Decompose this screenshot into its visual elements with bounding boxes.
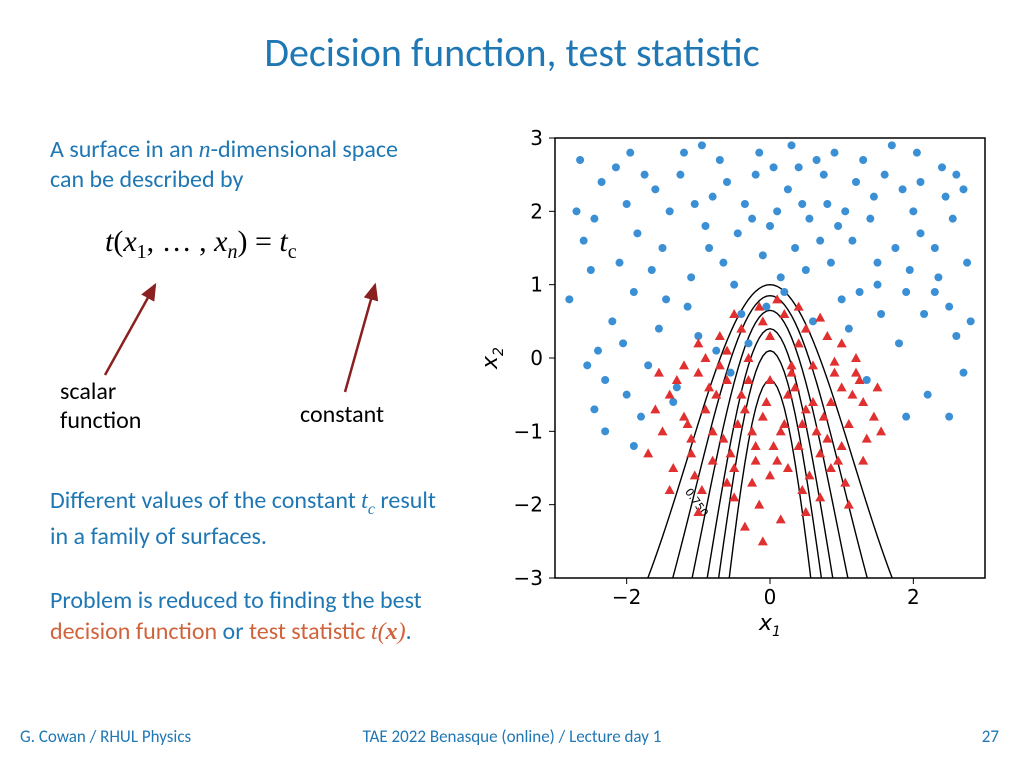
para1-t: t xyxy=(361,488,368,514)
equation: t(x1, … , xn) = tc xyxy=(105,225,297,264)
svg-text:2: 2 xyxy=(530,199,543,223)
eq-xn: x xyxy=(214,225,227,258)
eq-open: ( xyxy=(113,225,123,258)
svg-text:0: 0 xyxy=(764,585,777,609)
svg-text:1: 1 xyxy=(530,273,543,297)
intro-n: n xyxy=(199,137,211,163)
para-family-surfaces: Different values of the constant tc resu… xyxy=(50,485,450,552)
svg-text:−2: −2 xyxy=(612,585,641,609)
intro-pre: A surface in an xyxy=(50,135,199,164)
footer-event: TAE 2022 Benasque (online) / Lecture day… xyxy=(0,726,1024,747)
eq-rhs-c: c xyxy=(288,241,297,263)
svg-text:−1: −1 xyxy=(514,419,543,443)
para2-tx: t(x) xyxy=(371,619,406,645)
para1-c: c xyxy=(368,501,375,518)
slide-title: Decision function, test statistic xyxy=(0,28,1024,77)
eq-subn: n xyxy=(228,241,238,263)
label-scalar-text: scalarfunction xyxy=(60,378,141,436)
intro-text: A surface in an n-dimensional space can … xyxy=(50,135,410,195)
svg-text:x2: x2 xyxy=(478,347,507,370)
svg-text:2: 2 xyxy=(907,585,920,609)
footer-page-number: 27 xyxy=(982,726,999,747)
para2-or: or xyxy=(217,617,249,646)
para2-dot: . xyxy=(406,617,412,646)
eq-rhs-t: t xyxy=(279,225,287,258)
para1-pre: Different values of the constant xyxy=(50,486,361,515)
svg-text:3: 3 xyxy=(530,126,543,150)
eq-eq: ) = xyxy=(238,225,280,258)
eq-x1: x xyxy=(123,225,136,258)
footer: G. Cowan / RHUL Physics TAE 2022 Benasqu… xyxy=(0,726,1024,750)
eq-sub1: 1 xyxy=(137,241,147,263)
scatter-chart: −3−2−10123−202x1x20.7500.6000.150 xyxy=(465,120,1005,640)
label-scalar-function: scalarfunction xyxy=(60,378,141,436)
svg-text:x1: x1 xyxy=(758,611,781,640)
para-problem: Problem is reduced to finding the best d… xyxy=(50,585,470,648)
svg-text:0: 0 xyxy=(530,346,543,370)
para2-ts: test statistic xyxy=(249,617,365,646)
svg-text:−2: −2 xyxy=(514,493,543,517)
label-constant: constant xyxy=(300,400,384,429)
svg-text:−3: −3 xyxy=(514,566,543,590)
para2-pre: Problem is reduced to finding the best xyxy=(50,586,422,615)
eq-dots: , … , xyxy=(147,225,215,258)
para2-df: decision function xyxy=(50,617,217,646)
